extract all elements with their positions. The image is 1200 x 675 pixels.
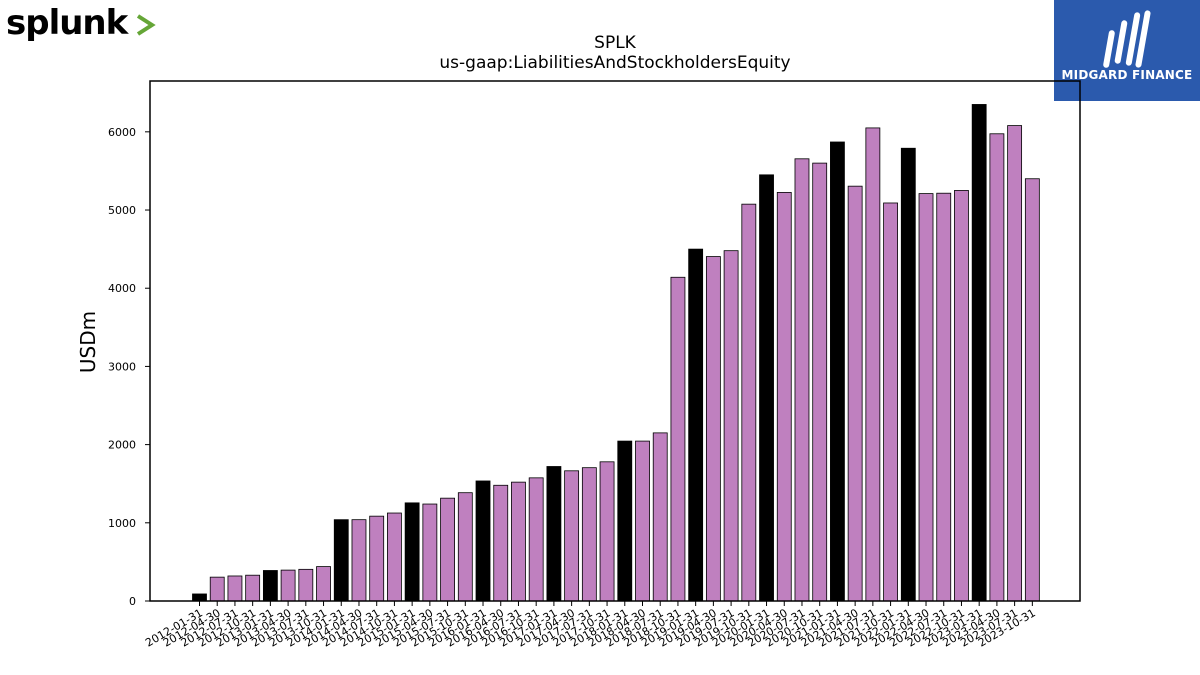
bar-2017-07-31 (581, 467, 597, 602)
bar-2012-04-30 (209, 576, 225, 602)
bar-2015-01-31 (404, 502, 420, 602)
bar-2018-04-30 (635, 440, 650, 602)
bar-2013-10-31 (316, 566, 331, 602)
bar-2022-01-31 (900, 147, 916, 602)
y-axis-label: USDm (76, 311, 100, 373)
midgard-finance-logo: MIDGARD FINANCE (1054, 0, 1200, 101)
y-tick-label: 3000 (108, 360, 136, 373)
bar-2017-01-31 (546, 466, 562, 602)
bar-2018-10-31 (670, 276, 686, 602)
bar-2014-01-31 (333, 519, 349, 602)
bar-2023-04-30 (989, 133, 1005, 602)
y-tick-label: 1000 (108, 517, 136, 530)
y-tick-label: 0 (129, 595, 136, 608)
bar-2020-10-31 (812, 162, 828, 602)
y-tick-label: 2000 (108, 439, 136, 452)
bar-2017-04-30 (564, 470, 580, 602)
bar-2020-04-30 (776, 192, 792, 602)
svg-text:splunk: splunk (6, 4, 130, 43)
bar-2021-04-30 (847, 185, 863, 602)
bar-2019-07-31 (723, 250, 739, 602)
bar-2015-04-30 (422, 503, 438, 602)
bar-2014-07-31 (369, 515, 385, 602)
bar-2018-07-31 (652, 432, 668, 602)
bar-2012-07-31 (227, 575, 243, 602)
bar-2020-01-31 (759, 174, 774, 602)
plot-frame (149, 80, 1081, 602)
bar-2018-01-31 (617, 440, 633, 602)
bar-2021-01-31 (830, 141, 845, 602)
bar-2016-04-30 (493, 484, 509, 602)
bar-2014-10-31 (387, 512, 402, 602)
bar-2019-10-31 (741, 203, 757, 602)
bar-2016-07-31 (511, 481, 526, 602)
bar-2013-04-30 (280, 569, 296, 602)
bar-2022-07-31 (936, 192, 952, 602)
bar-2012-10-31 (245, 574, 261, 602)
bar-2015-07-31 (440, 497, 455, 602)
chart-subtitle: us-gaap:LiabilitiesAndStockholdersEquity (439, 53, 790, 73)
y-tick-label: 5000 (108, 204, 136, 217)
bar-2016-01-31 (475, 480, 491, 602)
bar-2023-01-31 (971, 104, 987, 602)
bar-2022-04-30 (918, 193, 934, 602)
bar-2013-01-31 (262, 570, 278, 602)
bar-2016-10-31 (528, 477, 544, 602)
bar-2013-07-31 (298, 568, 314, 602)
bar-2022-10-31 (954, 190, 969, 602)
bar-2023-10-31 (1024, 178, 1040, 602)
bar-2021-10-31 (883, 202, 898, 602)
midgard-finance-label: MIDGARD FINANCE (1061, 68, 1193, 82)
bar-2019-04-30 (705, 256, 721, 602)
bar-2020-07-31 (794, 158, 810, 602)
bar-2015-10-31 (457, 492, 473, 602)
y-tick-label: 4000 (108, 282, 136, 295)
bar-2021-07-31 (865, 127, 881, 602)
chart-title: SPLK (594, 33, 637, 53)
bar-2019-01-31 (688, 248, 704, 602)
splunk-logo: splunk (6, 3, 156, 50)
bar-2014-04-30 (351, 519, 367, 602)
y-tick-label: 6000 (108, 126, 136, 139)
bar-2012-01-31 (192, 593, 207, 602)
bar-2017-10-31 (599, 461, 615, 602)
bar-2023-07-31 (1007, 125, 1023, 602)
